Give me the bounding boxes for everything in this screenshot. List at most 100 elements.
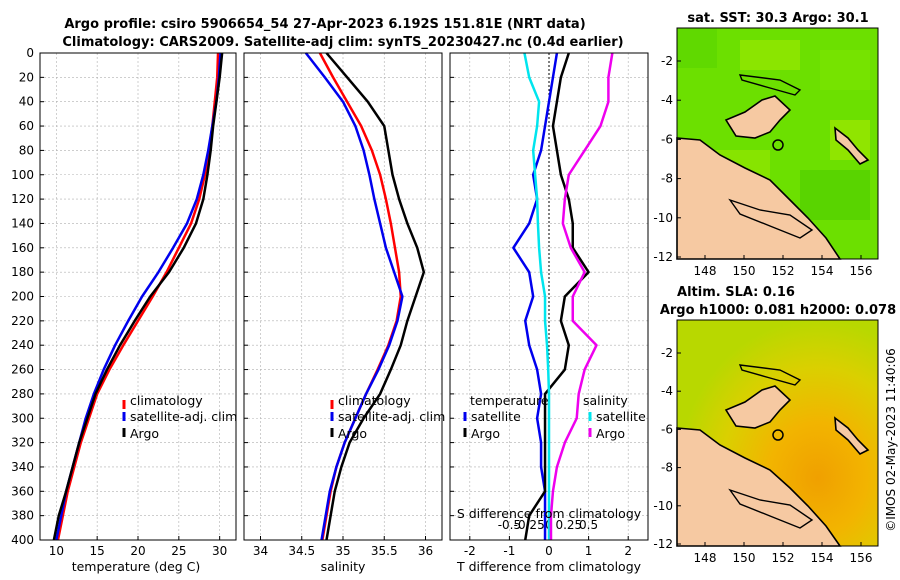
s-tick-label: 0.25: [555, 518, 582, 532]
map-lat-tick-label: -6: [661, 422, 673, 436]
series-line-temperature-argo: [524, 52, 590, 541]
salinity-panel: 34 34.5 35 35.5 36: [243, 52, 443, 558]
s-tick-label: -0.5: [498, 518, 521, 532]
temperature-legend: climatology satellite-adj. clim Argo: [122, 393, 237, 441]
map-lat-tick-label: -10: [653, 211, 673, 225]
depth-tick-label: 200: [11, 290, 34, 304]
panel-frame: [243, 52, 443, 541]
salinity-xlabel: salinity: [321, 559, 366, 574]
depth-tick-label: 100: [11, 168, 34, 182]
legend-label-temp-satellite: satellite: [471, 409, 521, 424]
x-tick-label: 34: [253, 544, 268, 558]
sla-axes: -2 -4 -6 -8 -10 -12 148 150 152 154 156: [653, 346, 872, 565]
x-tick-label: 0: [545, 544, 553, 558]
sla-map-title-line2: Argo h1000: 0.081 h2000: 0.078: [660, 303, 896, 318]
legend-label-temp-argo: Argo: [471, 426, 500, 441]
depth-tick-label: 140: [11, 216, 34, 230]
sst-new-britain-land: [724, 95, 792, 139]
legend-title-temperature: temperature: [470, 393, 549, 408]
map-lon-tick-label: 152: [772, 264, 795, 278]
depth-tick-label: 360: [11, 484, 34, 498]
map-lat-tick-label: -12: [653, 537, 673, 551]
sst-map-title: sat. SST: 30.3 Argo: 30.1: [687, 11, 868, 26]
x-tick-label: -2: [464, 544, 476, 558]
panel-frame: [39, 52, 237, 541]
depth-tick-label: 340: [11, 460, 34, 474]
map-lat-tick-label: -4: [661, 384, 673, 398]
x-tick-label: 2: [624, 544, 632, 558]
sla-map: Altim. SLA: 0.16 Argo h1000: 0.081 h2000…: [653, 285, 896, 565]
series-line-argo: [52, 52, 224, 541]
s-tick-label: -0.25: [514, 518, 545, 532]
figure-title-line2: Climatology: CARS2009. Satellite-adj cli…: [62, 35, 623, 50]
sla-new-ireland-coast: [738, 364, 802, 386]
sst-argo-location: [772, 139, 784, 151]
legend-label-satellite: satellite-adj. clim: [338, 409, 445, 424]
x-tick-label: 34.5: [288, 544, 315, 558]
map-lat-tick-label: -10: [653, 499, 673, 513]
map-lat-tick-label: -8: [661, 461, 673, 475]
map-lon-tick-label: 154: [811, 264, 834, 278]
sla-map-frame: [676, 319, 879, 547]
legend-label-climatology: climatology: [130, 393, 203, 408]
depth-tick-label: 260: [11, 363, 34, 377]
depth-tick-label: 320: [11, 436, 34, 450]
salinity-legend: climatology satellite-adj. clim Argo: [330, 393, 445, 441]
depth-tick-label: 20: [19, 70, 34, 84]
panel-frame: [449, 52, 649, 541]
x-tick-label: 30: [212, 544, 227, 558]
sst-map: sat. SST: 30.3 Argo: 30.1 -2 -4 -6 -8 -10 -12…: [653, 11, 879, 278]
sla-argo-location: [772, 429, 784, 441]
x-tick-label: 25: [171, 544, 186, 558]
sla-islands: [728, 488, 814, 529]
map-lon-tick-label: 156: [850, 551, 873, 565]
x-tick-label: 35: [335, 544, 350, 558]
legend-title-salinity: salinity: [583, 393, 628, 408]
x-tick-label: 15: [90, 544, 105, 558]
map-lat-tick-label: -4: [661, 93, 673, 107]
map-lon-tick-label: 150: [733, 264, 756, 278]
map-lat-tick-label: -12: [653, 250, 673, 264]
map-lon-tick-label: 154: [811, 551, 834, 565]
sla-map-title-line1: Altim. SLA: 0.16: [677, 285, 795, 300]
depth-tick-label: 220: [11, 314, 34, 328]
map-lat-tick-label: -6: [661, 132, 673, 146]
t-difference-xlabel: T difference from climatology: [456, 559, 642, 574]
imos-credit: ©IMOS 02-May-2023 11:40:06: [884, 348, 898, 532]
depth-tick-label: 400: [11, 533, 34, 547]
series-line-salinity-argo: [549, 52, 614, 540]
x-tick-label: 1: [585, 544, 593, 558]
depth-tick-label: 120: [11, 192, 34, 206]
map-lon-tick-label: 156: [850, 264, 873, 278]
depth-tick-label: 160: [11, 241, 34, 255]
figure-title-line1: Argo profile: csiro 5906654_54 27-Apr-20…: [64, 17, 585, 32]
x-tick-label: 20: [130, 544, 145, 558]
legend-label-sal-satellite: satellite: [596, 409, 646, 424]
depth-tick-label: 40: [19, 95, 34, 109]
legend-label-satellite: satellite-adj. clim: [130, 409, 237, 424]
legend-label-argo: Argo: [130, 426, 159, 441]
legend-label-climatology: climatology: [338, 393, 411, 408]
series-line-temperature-satellite: [512, 52, 559, 540]
depth-tick-label: 380: [11, 509, 34, 523]
depth-tick-label: 80: [19, 143, 34, 157]
depth-tick-label: 300: [11, 411, 34, 425]
map-lat-tick-label: -2: [661, 54, 673, 68]
series-line-argo: [325, 52, 426, 541]
depth-tick-label: 280: [11, 387, 34, 401]
temperature-xlabel: temperature (deg C): [72, 559, 201, 574]
difference-legend: temperature satellite Argo salinity sate…: [463, 393, 646, 441]
map-lon-tick-label: 148: [694, 551, 717, 565]
series-line-satellite-adj-clim: [304, 52, 404, 541]
series-line-salinity-satellite: [523, 52, 551, 540]
map-lat-tick-label: -2: [661, 346, 673, 360]
legend-label-sal-argo: Argo: [596, 426, 625, 441]
sla-bougainville-land: [834, 416, 870, 455]
sst-map-frame: [676, 27, 879, 260]
depth-tick-label: 240: [11, 338, 34, 352]
sla-new-britain-land: [724, 385, 792, 429]
s-difference-xlabel: S difference from climatology: [457, 506, 642, 521]
x-tick-label: -1: [503, 544, 515, 558]
